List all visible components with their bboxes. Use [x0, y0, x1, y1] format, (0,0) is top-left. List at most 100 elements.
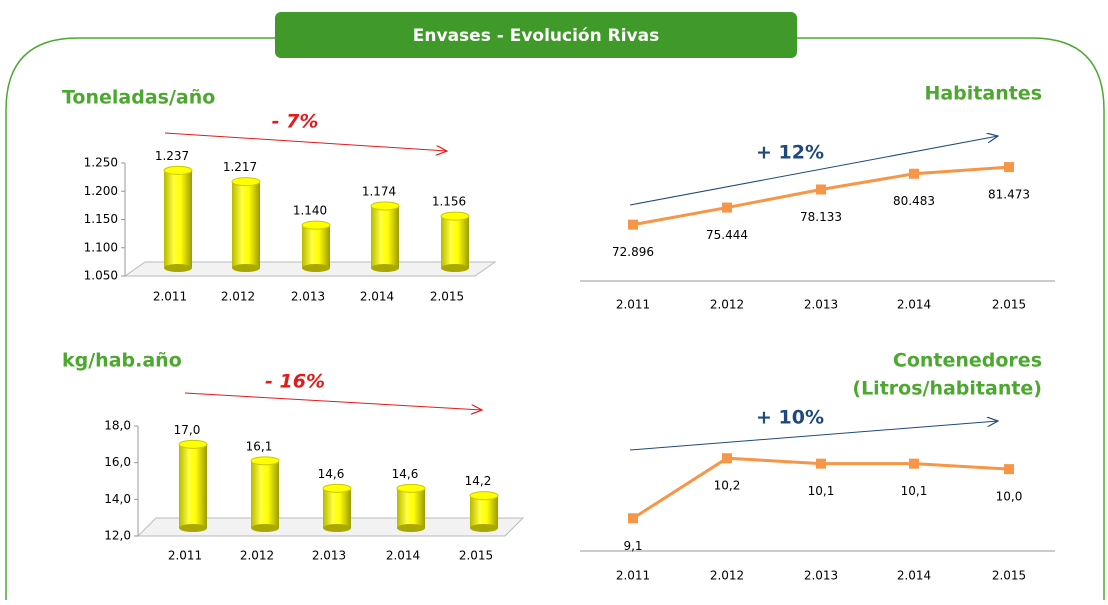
- x-tick-label: 2.011: [616, 298, 650, 312]
- x-tick-label: 2.014: [360, 290, 394, 304]
- value-label: 9,1: [623, 539, 642, 553]
- x-tick-label: 2.011: [153, 290, 187, 304]
- marker: [909, 458, 919, 469]
- value-label: 16,1: [246, 439, 273, 453]
- value-label: 72.896: [612, 245, 654, 259]
- annotation: + 10%: [756, 407, 824, 429]
- value-label: 17,0: [174, 423, 201, 437]
- bar: [251, 460, 279, 528]
- bar-base: [323, 524, 351, 532]
- trend-arrow: [184, 392, 482, 410]
- trend-arrow: [629, 421, 998, 451]
- bar-base: [302, 264, 330, 272]
- marker: [1004, 464, 1014, 475]
- chart-title: Toneladas/año: [62, 87, 215, 109]
- marker: [816, 184, 826, 195]
- y-tick-label: 1.100: [84, 240, 118, 254]
- x-tick-label: 2.013: [291, 290, 325, 304]
- chart-title: Habitantes: [924, 83, 1042, 105]
- bar: [179, 444, 207, 528]
- bar-base: [251, 524, 279, 532]
- marker: [722, 202, 732, 213]
- x-tick-label: 2.015: [459, 549, 493, 563]
- x-tick-label: 2.014: [386, 549, 420, 563]
- bar: [164, 170, 192, 268]
- value-label: 1.217: [223, 160, 257, 174]
- y-tick-label: 18,0: [104, 419, 131, 433]
- frame: [5, 37, 1105, 600]
- x-tick-label: 2.011: [616, 569, 650, 583]
- y-tick-label: 1.200: [84, 184, 118, 198]
- x-tick-label: 2.011: [168, 549, 202, 563]
- y-tick-label: 1.250: [84, 156, 118, 170]
- marker: [722, 453, 732, 464]
- bar: [470, 495, 498, 528]
- marker: [909, 168, 919, 179]
- bar-cap: [370, 201, 400, 211]
- x-tick-label: 2.013: [312, 549, 346, 563]
- bar: [371, 205, 399, 268]
- header-box: [275, 12, 797, 58]
- value-label: 1.174: [362, 184, 396, 198]
- bar-base: [470, 524, 498, 532]
- x-tick-label: 2.015: [992, 298, 1026, 312]
- x-tick-label: 2.012: [710, 569, 744, 583]
- annotation: + 12%: [756, 142, 824, 164]
- value-label: 10,0: [996, 490, 1023, 504]
- trend-arrow: [629, 136, 998, 206]
- marker: [628, 219, 638, 230]
- value-label: 1.237: [155, 149, 189, 163]
- y-tick-label: 1.050: [84, 269, 118, 283]
- value-label: 14,6: [392, 467, 419, 481]
- x-tick-label: 2.013: [804, 569, 838, 583]
- value-label: 1.140: [293, 204, 327, 218]
- bar-base: [441, 264, 469, 272]
- bar-base: [397, 524, 425, 532]
- y-tick-label: 1.150: [84, 212, 118, 226]
- x-tick-label: 2.014: [897, 569, 931, 583]
- value-label: 1.156: [432, 195, 466, 209]
- bar-base: [179, 524, 207, 532]
- bar-cap: [301, 220, 331, 230]
- y-tick-label: 14,0: [104, 492, 131, 506]
- bar: [323, 488, 351, 528]
- header-title: Envases - Evolución Rivas: [413, 26, 659, 46]
- x-tick-label: 2.014: [897, 298, 931, 312]
- bar-cap: [322, 483, 352, 493]
- value-label: 14,2: [465, 474, 492, 488]
- bar-base: [371, 264, 399, 272]
- value-label: 80.483: [893, 194, 935, 208]
- bar-cap: [178, 439, 208, 449]
- value-label: 78.133: [800, 210, 842, 224]
- value-label: 81.473: [988, 188, 1030, 202]
- marker: [816, 458, 826, 469]
- chart-title: kg/hab.año: [62, 350, 182, 372]
- bar-cap: [231, 177, 261, 187]
- x-tick-label: 2.013: [804, 298, 838, 312]
- value-label: 10,1: [808, 484, 835, 498]
- bar: [302, 225, 330, 268]
- chart-title: Contenedores: [893, 350, 1042, 372]
- x-tick-label: 2.015: [992, 569, 1026, 583]
- x-tick-label: 2.012: [240, 549, 274, 563]
- value-label: 10,1: [901, 484, 928, 498]
- annotation: - 16%: [265, 371, 325, 393]
- bar-cap: [469, 491, 499, 501]
- y-tick-label: 12,0: [104, 529, 131, 543]
- bar-base: [232, 264, 260, 272]
- value-label: 75.444: [706, 228, 748, 242]
- bar-cap: [250, 456, 280, 466]
- annotation: - 7%: [272, 111, 319, 133]
- x-tick-label: 2.012: [221, 290, 255, 304]
- value-label: 14,6: [318, 467, 345, 481]
- trend-arrow: [164, 132, 447, 151]
- bar-cap: [163, 165, 193, 175]
- x-tick-label: 2.015: [430, 290, 464, 304]
- bar: [232, 181, 260, 268]
- marker: [628, 513, 638, 524]
- x-tick-label: 2.012: [710, 298, 744, 312]
- bar-cap: [396, 483, 426, 493]
- bar: [397, 488, 425, 528]
- bar-base: [164, 264, 192, 272]
